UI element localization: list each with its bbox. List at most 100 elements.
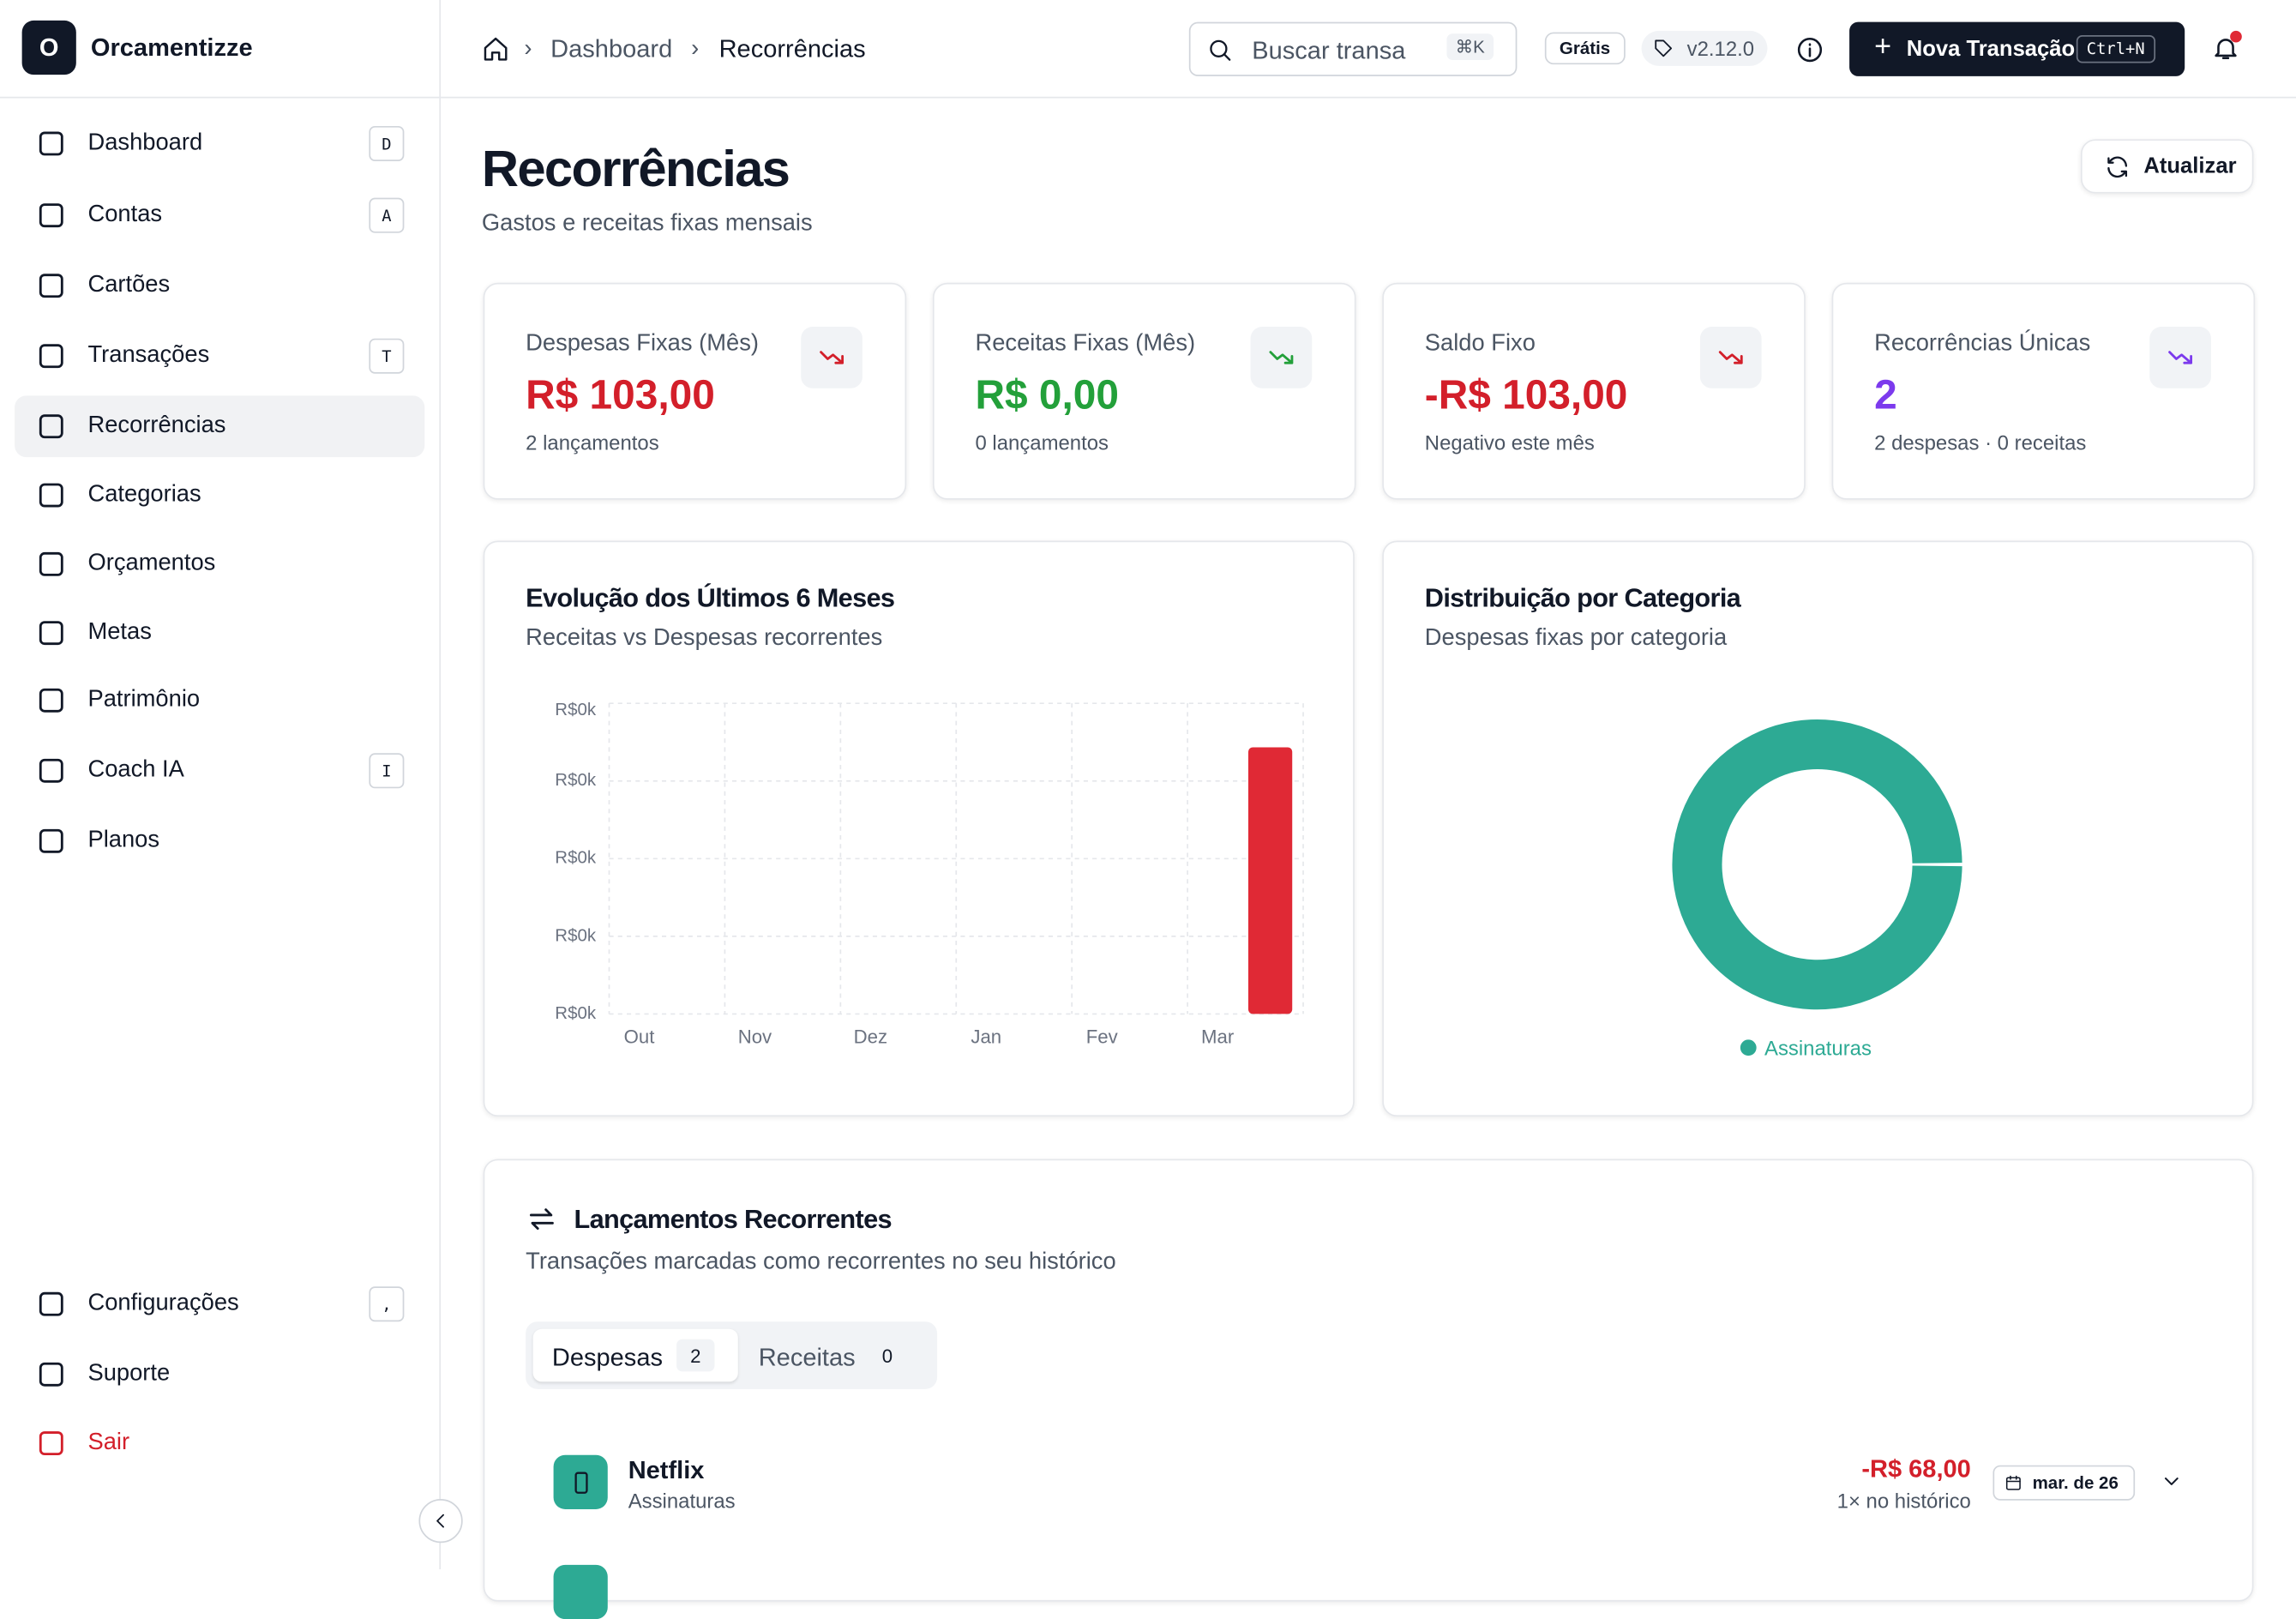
chart-title: Distribuição por Categoria bbox=[1424, 583, 1741, 613]
nav-label: Suporte bbox=[87, 1361, 171, 1387]
stat-icon bbox=[2149, 327, 2211, 388]
stat-value: 2 bbox=[1874, 372, 1897, 418]
shortcut-key: I bbox=[369, 753, 405, 789]
collapse-button[interactable] bbox=[418, 1499, 463, 1544]
button-label: Atualizar bbox=[2143, 153, 2237, 179]
x-tick-label: Mar bbox=[1201, 1026, 1235, 1048]
legend-swatch bbox=[1740, 1039, 1757, 1056]
nav-item[interactable]: Recorrências bbox=[15, 395, 425, 458]
stat-label: Receitas Fixas (Mês) bbox=[975, 331, 1196, 357]
tab-label: Despesas bbox=[551, 1343, 664, 1372]
chart-subtitle: Despesas fixas por categoria bbox=[1424, 625, 1728, 651]
nav-item[interactable]: Transações T bbox=[15, 325, 424, 387]
nav-label: Metas bbox=[87, 619, 152, 645]
nav-item[interactable]: Categorias bbox=[15, 465, 424, 527]
legend-label: Assinaturas bbox=[1764, 1037, 1872, 1060]
shortcut-key: T bbox=[369, 338, 405, 374]
nav-label: Planos bbox=[87, 828, 160, 853]
nav-label: Patrimônio bbox=[87, 687, 201, 713]
breadcrumb-current: Recorrências bbox=[718, 35, 866, 63]
tab-label: Receitas bbox=[758, 1343, 856, 1372]
nav-item[interactable]: Configurações, bbox=[15, 1273, 424, 1335]
stat-note: Negativo este mês bbox=[1424, 430, 1595, 454]
refresh-button[interactable]: Atualizar bbox=[2080, 139, 2254, 194]
nav-item[interactable]: Patrimônio bbox=[15, 670, 424, 731]
stat-note: 2 despesas · 0 receitas bbox=[1874, 430, 2087, 454]
y-tick-label: R$0k bbox=[555, 925, 597, 945]
item-history: 1× no histórico bbox=[1836, 1489, 1971, 1513]
tab[interactable]: Despesas 2 bbox=[532, 1328, 738, 1382]
nav-label: Orçamentos bbox=[87, 551, 216, 576]
notifications[interactable] bbox=[2211, 33, 2240, 63]
recurring-card: Lançamentos Recorrentes Transações marca… bbox=[483, 1159, 2254, 1619]
item-date: mar. de 26 bbox=[1992, 1465, 2135, 1501]
breadcrumb[interactable]: Dashboard bbox=[550, 35, 673, 63]
item-icon bbox=[553, 1454, 608, 1509]
sidebar: O Orcamentizze Dashboard D Contas A Cartões T… bbox=[0, 0, 463, 1570]
y-tick-label: R$0k bbox=[555, 770, 597, 790]
nav-label: Recorrências bbox=[87, 412, 226, 438]
x-tick-label: Jan bbox=[971, 1026, 1001, 1048]
x-tick-label: Nov bbox=[738, 1026, 772, 1048]
nav-label: Sair bbox=[87, 1429, 130, 1455]
nav-item[interactable]: Cartões bbox=[15, 255, 424, 316]
nav-item[interactable]: Dashboard D bbox=[15, 113, 424, 175]
stat-value: -R$ 103,00 bbox=[1424, 372, 1628, 418]
stat-icon bbox=[1699, 327, 1762, 388]
button-label: Nova Transação bbox=[1906, 36, 2076, 62]
expand[interactable] bbox=[2160, 1470, 2183, 1493]
brand: Orcamentizze bbox=[90, 33, 253, 62]
stat-icon bbox=[801, 327, 863, 388]
version-badge: v2.12.0 bbox=[1641, 30, 1768, 66]
plan-badge: Grátis bbox=[1544, 32, 1626, 65]
nav-item[interactable]: Suporte bbox=[15, 1344, 424, 1405]
search-placeholder: Buscar transa bbox=[1252, 36, 1406, 65]
nav-label: Dashboard bbox=[87, 130, 203, 156]
shortcut-key: A bbox=[369, 197, 405, 233]
page-subtitle: Gastos e receitas fixas mensais bbox=[481, 211, 813, 237]
nav-item[interactable]: Planos bbox=[15, 810, 424, 872]
item-name: Netflix bbox=[628, 1456, 705, 1484]
nav-label: Contas bbox=[87, 202, 163, 227]
tab-count: 2 bbox=[676, 1339, 715, 1372]
y-tick-label: R$0k bbox=[555, 848, 597, 868]
evolution-card: Evolução dos Últimos 6 Meses Receitas vs… bbox=[483, 540, 1355, 1117]
stat-value: R$ 0,00 bbox=[975, 372, 1119, 418]
section-title: Lançamentos Recorrentes bbox=[574, 1204, 893, 1234]
nav-label: Configurações bbox=[87, 1291, 239, 1316]
nav-item[interactable]: Coach IA I bbox=[15, 740, 424, 802]
x-tick-label: Dez bbox=[854, 1026, 887, 1048]
info-icon[interactable] bbox=[1795, 35, 1824, 64]
new-transaction-button[interactable]: + Nova Transação Ctrl+N bbox=[1849, 21, 2185, 76]
nav-item[interactable]: Contas A bbox=[15, 184, 424, 246]
nav-label: Transações bbox=[87, 342, 210, 368]
category-card: Distribuição por Categoria Despesas fixa… bbox=[1382, 540, 2254, 1117]
stat-label: Recorrências Únicas bbox=[1874, 331, 2091, 357]
stat-label: Saldo Fixo bbox=[1424, 331, 1536, 357]
logo: O bbox=[21, 20, 76, 75]
shortcut-key: D bbox=[369, 125, 405, 161]
stat-label: Despesas Fixas (Mês) bbox=[526, 331, 759, 357]
stat-icon bbox=[1250, 327, 1313, 388]
stat-value: R$ 103,00 bbox=[526, 372, 715, 418]
x-tick-label: Fev bbox=[1086, 1026, 1119, 1048]
home-icon[interactable] bbox=[482, 35, 509, 63]
x-tick-label: Out bbox=[624, 1026, 655, 1048]
stat-card: Saldo Fixo -R$ 103,00 Negativo este mês bbox=[1382, 282, 1806, 500]
nav-label: Categorias bbox=[87, 482, 201, 508]
nav-label: Coach IA bbox=[87, 757, 184, 783]
chart-subtitle: Receitas vs Despesas recorrentes bbox=[526, 625, 883, 651]
item-amount: -R$ 68,00 bbox=[1861, 1454, 1971, 1484]
y-tick-label: R$0k bbox=[555, 1003, 597, 1023]
tab[interactable]: Receitas 0 bbox=[745, 1329, 929, 1382]
nav-item[interactable]: Metas bbox=[15, 602, 424, 664]
stat-note: 2 lançamentos bbox=[526, 430, 659, 454]
bar bbox=[1247, 747, 1293, 1014]
shortcut-key: , bbox=[369, 1286, 405, 1322]
search[interactable]: Buscar transa ⌘K bbox=[1188, 21, 1518, 76]
nav-item[interactable]: Sair bbox=[15, 1412, 424, 1474]
nav-item[interactable]: Orçamentos bbox=[15, 533, 424, 595]
tab-count: 0 bbox=[881, 1344, 893, 1367]
